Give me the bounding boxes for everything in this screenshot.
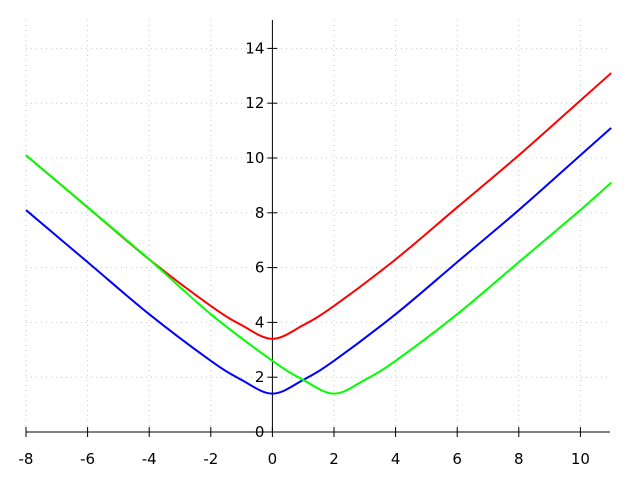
y-tick-label: 12 [245, 94, 264, 112]
y-tick-label: 4 [255, 313, 265, 331]
x-tick-label: 6 [452, 450, 462, 468]
x-tick-label: 8 [514, 450, 524, 468]
y-tick-label: 6 [255, 259, 265, 277]
axes [26, 20, 610, 433]
grid [25, 20, 610, 432]
x-tick-label: -2 [203, 450, 218, 468]
series-line-2 [25, 127, 612, 395]
tick-labels: -8 -6 -4 -2 0 2 4 6 8 10 0 2 4 6 8 10 12 14 [19, 39, 590, 468]
series-line-3 [25, 154, 612, 395]
x-tick-label: -8 [19, 450, 34, 468]
y-tick-label: 0 [255, 423, 265, 441]
x-tick-label: -6 [80, 450, 95, 468]
y-tick-label: 8 [255, 204, 265, 222]
y-tick-label: 14 [245, 39, 264, 57]
y-tick-label: 10 [245, 149, 264, 167]
series-group [25, 72, 612, 395]
x-tick-label: -4 [142, 450, 157, 468]
x-tick-label: 4 [391, 450, 401, 468]
y-tick-label: 2 [255, 368, 265, 386]
x-tick-label: 10 [571, 450, 590, 468]
x-tick-label: 2 [329, 450, 339, 468]
x-tick-label: 0 [268, 450, 278, 468]
